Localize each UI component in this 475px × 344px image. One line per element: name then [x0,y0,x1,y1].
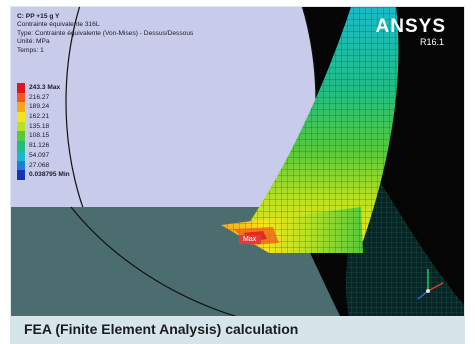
figure-caption: FEA (Finite Element Analysis) calculatio… [24,321,299,337]
legend-row: 54.097 [17,150,70,161]
result-info-panel: C: PP +15 g Y Contrainte équivalente 316… [17,13,193,55]
legend-label: 0.038795 Min [29,171,70,179]
legend-swatch [17,121,25,132]
legend-row: 108.15 [17,131,70,142]
legend-row: 135.18 [17,121,70,132]
color-legend: 243.3 Max 216.27 189.24 162.21 135.18 10… [17,83,70,180]
legend-swatch [17,141,25,151]
legend-swatch [17,102,25,113]
legend-row: 81.126 [17,141,70,151]
legend-row: 162.21 [17,112,70,122]
legend-row: 243.3 Max [17,83,70,93]
legend-swatch [17,160,25,171]
legend-label: 135.18 [29,122,50,130]
legend-swatch [17,150,25,161]
legend-label: 162.21 [29,113,50,121]
legend-row: 189.24 [17,102,70,113]
legend-label: 27.068 [29,161,50,169]
caption-bar: FEA (Finite Element Analysis) calculatio… [10,317,465,344]
legend-swatch [17,83,25,93]
legend-row: 0.038795 Min [17,170,70,180]
result-title: C: PP +15 g Y [17,13,60,20]
ansys-logo: ANSYS [375,16,446,37]
legend-swatch [17,92,25,103]
axis-triad-icon [417,269,444,300]
legend-swatch [17,131,25,142]
max-probe-label[interactable]: Max [239,235,262,244]
legend-label: 243.3 Max [29,84,61,91]
legend-swatch [17,112,25,122]
result-unit: Unité: MPa [17,38,50,46]
result-type: Type: Contrainte équivalente (Von-Mises)… [17,29,194,37]
result-object: Contrainte équivalente 316L [17,21,100,29]
legend-swatch [17,170,25,180]
legend-row: 216.27 [17,92,70,103]
legend-label: 81.126 [29,142,50,150]
ansys-version: R16.1 [419,37,444,47]
legend-row: 27.068 [17,160,70,171]
result-time: Temps: 1 [17,46,44,54]
ansys-branding: ANSYS R16.1 [376,17,446,48]
fea-viewport[interactable]: C: PP +15 g Y Contrainte équivalente 316… [10,6,465,317]
legend-label: 189.24 [29,103,50,111]
legend-label: 216.27 [29,93,50,101]
legend-label: 54.097 [29,151,50,159]
legend-label: 108.15 [29,132,50,140]
fea-scene [11,7,464,316]
